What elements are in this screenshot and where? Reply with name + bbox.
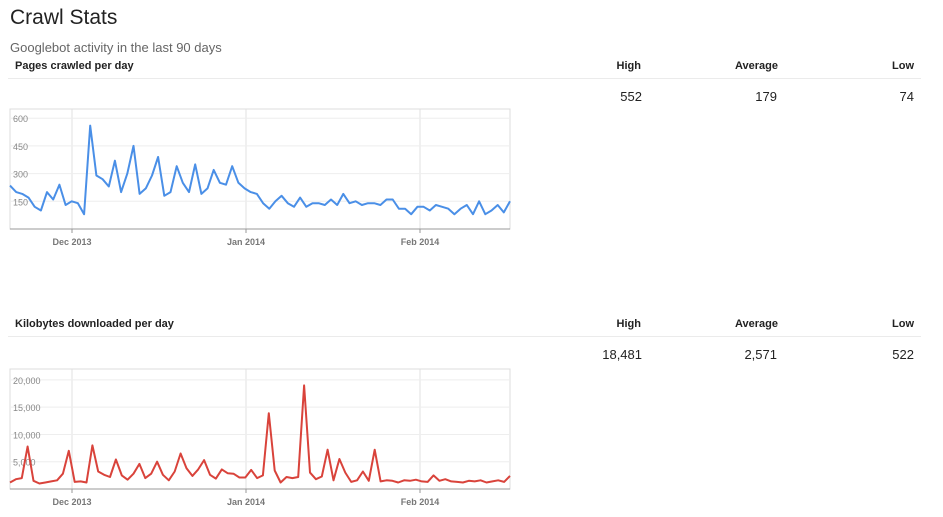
pages-crawled-chart: 600 450 300 150 Dec 2013 Jan 2014 Feb 2014	[9, 108, 511, 247]
pages-low-value: 74	[899, 89, 914, 104]
pages-x-tick-label: Feb 2014	[401, 237, 440, 247]
pages-high-value: 552	[620, 89, 642, 104]
kb-x-tick-label: Feb 2014	[401, 497, 440, 507]
kb-average-value: 2,571	[744, 347, 777, 362]
kb-y-tick-label: 20,000	[13, 376, 41, 386]
kb-high-value: 18,481	[602, 347, 642, 362]
kilobytes-label: Kilobytes downloaded per day	[15, 318, 174, 330]
average-column-header: Average	[734, 60, 778, 72]
low-column-header: Low	[892, 318, 914, 330]
average-column-header: Average	[734, 318, 778, 330]
kb-x-tick-label: Dec 2013	[52, 497, 91, 507]
pages-series-line	[9, 124, 511, 216]
pages-y-tick-label: 450	[13, 142, 28, 152]
pages-average-value: 179	[755, 89, 777, 104]
pages-crawled-label: Pages crawled per day	[15, 60, 134, 72]
kb-y-tick-label: 15,000	[13, 403, 41, 413]
pages-y-tick-label: 600	[13, 114, 28, 124]
page-title: Crawl Stats	[10, 6, 118, 29]
kilobytes-header: Kilobytes downloaded per day High Averag…	[8, 318, 921, 337]
kb-x-tick-label: Jan 2014	[227, 497, 265, 507]
pages-y-tick-label: 150	[13, 197, 28, 207]
kb-series-line	[9, 384, 511, 485]
kb-plot-frame	[9, 368, 511, 490]
kb-low-value: 522	[892, 347, 914, 362]
high-column-header: High	[616, 60, 641, 72]
low-column-header: Low	[892, 60, 914, 72]
pages-y-tick-label: 300	[13, 170, 28, 180]
pages-x-tick-label: Jan 2014	[227, 237, 265, 247]
kb-y-tick-label: 10,000	[13, 430, 41, 440]
pages-x-tick-label: Dec 2013	[52, 237, 91, 247]
page-subtitle: Googlebot activity in the last 90 days	[10, 40, 222, 55]
high-column-header: High	[616, 318, 641, 330]
pages-crawled-header: Pages crawled per day High Average Low	[8, 60, 921, 79]
